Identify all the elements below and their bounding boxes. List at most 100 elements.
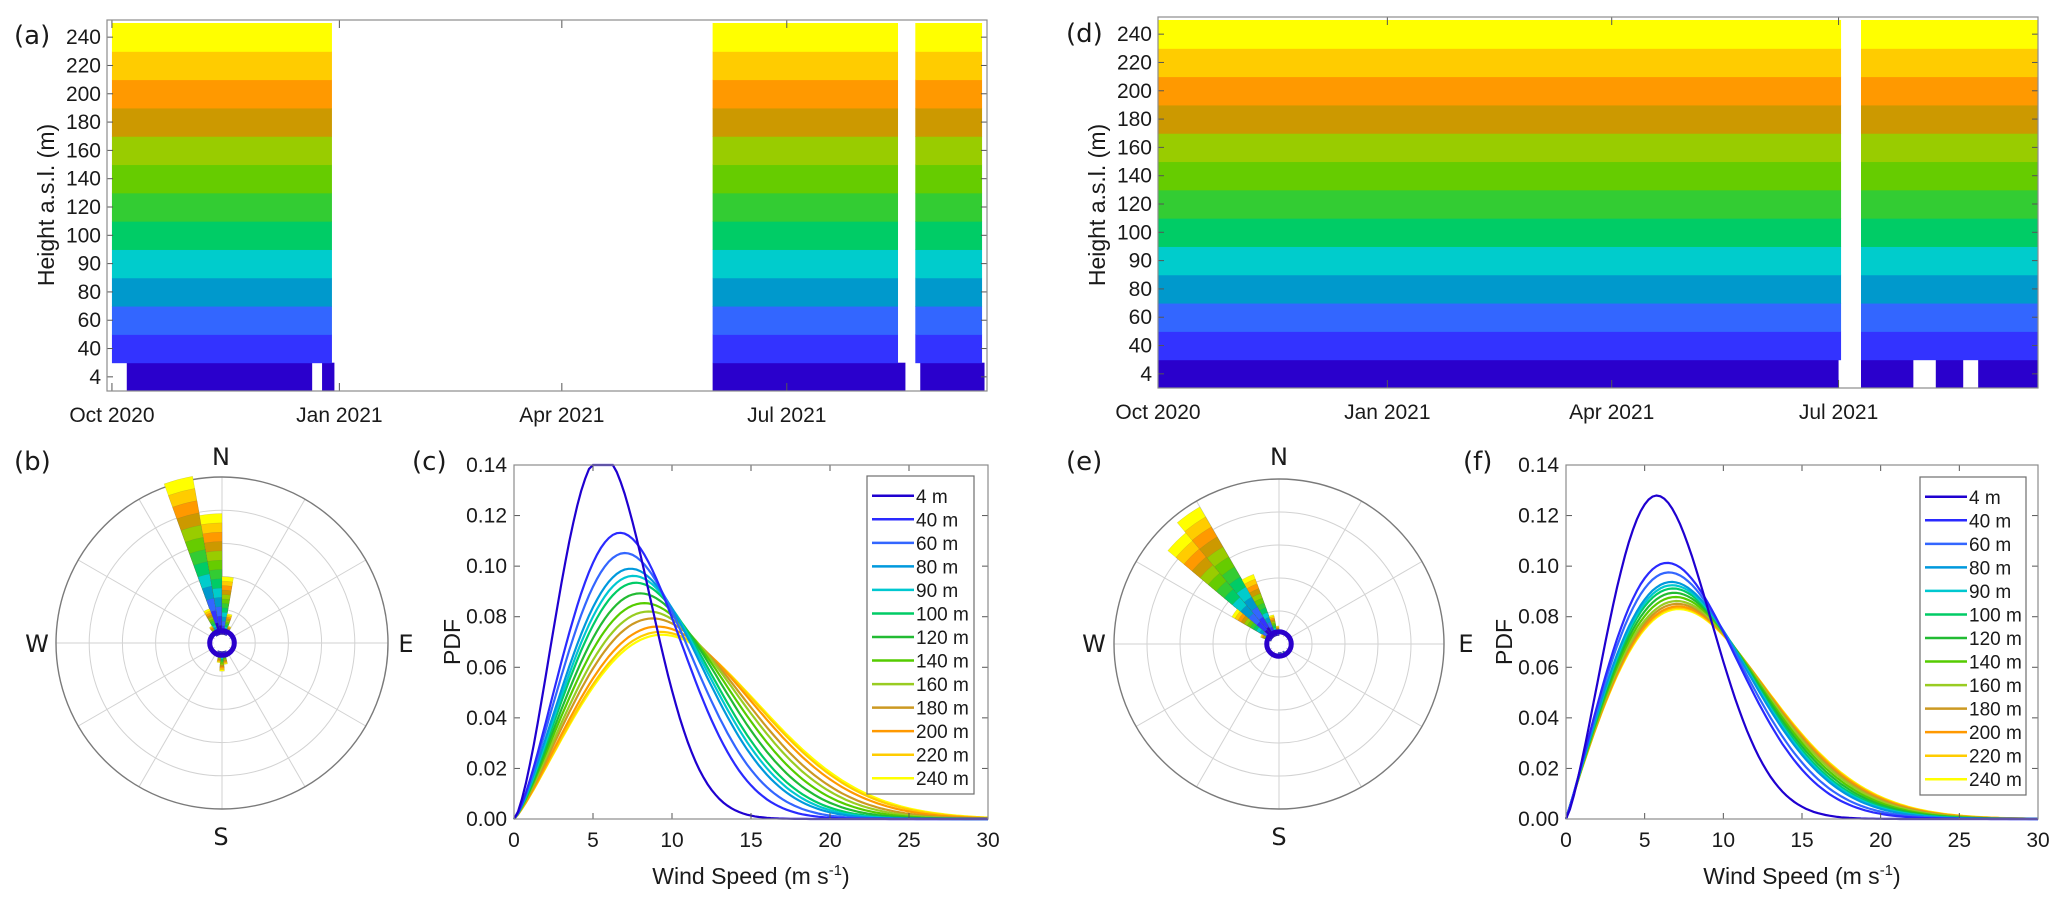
y-tick-label: 140 [66,168,101,191]
axis-frame [1565,464,2039,820]
y-tick-label: 4 [89,366,101,389]
availability-bar-200m [1861,76,2038,106]
y-tick-label: 80 [1129,278,1152,301]
panel-c-pdf: (c) 0 5 10 15 20 25 30 0.00 0.02 0.04 0.06 0.08 0.10… [412,447,1000,889]
x-tick-label: 10 [660,829,683,852]
rose-spoke [1278,500,1362,645]
legend-box [1919,476,2027,796]
x-axis-title-end: ) [842,863,850,889]
x-tick-label: 30 [976,829,999,852]
x-tick-labels: Oct 2020 Jan 2021 Apr 2021 Jul 2021 [69,20,826,427]
x-tick-label: Apr 2021 [519,404,604,427]
availability-bands [1158,20,2038,389]
rose-spoke [77,642,223,727]
availability-bar-160m [915,136,983,166]
availability-bar-90m [111,249,332,279]
availability-bar-4m [322,362,335,392]
y-tick-label: 140 [1117,165,1152,188]
availability-bar-80m [712,277,899,307]
compass-south-label: S [213,823,228,851]
axis-frame [106,19,988,392]
pdf-line-200m [513,625,989,820]
rose-spoke [1135,643,1280,727]
availability-bar-80m [1861,274,2038,304]
availability-bands [111,23,985,392]
rose-ring [1179,544,1379,744]
availability-bar-90m [1158,246,1842,276]
legend-label: 140 m [916,652,969,673]
availability-bar-90m [915,249,983,279]
legend-label: 220 m [916,746,969,767]
x-tick-label: 25 [1948,829,1971,852]
x-axis-title-end: ) [1893,863,1901,889]
availability-bar-160m [712,136,899,166]
x-tick-label: Jul 2021 [1799,401,1878,424]
availability-bar-100m [712,221,899,250]
y-tick-label: 220 [1117,51,1152,74]
legend-label: 40 m [1969,511,2011,532]
y-axis-title: Height a.s.l. (m) [1084,124,1110,286]
legend-label: 60 m [1969,535,2011,556]
availability-bar-140m [915,164,983,194]
legend-box [866,475,975,795]
x-tick-label: 10 [1712,829,1735,852]
compass-north-label: N [212,443,230,471]
availability-bar-220m [1158,48,1842,78]
y-tick-label: 100 [66,224,101,247]
rose-spoke [1196,643,1280,788]
x-tick-label: 20 [818,829,841,852]
compass-south-label: S [1271,823,1286,851]
availability-bar-40m [915,334,983,364]
availability-bar-220m [111,51,332,81]
rose-ring [1245,610,1313,678]
availability-bar-4m [1861,359,1914,389]
availability-bar-200m [1158,76,1842,106]
y-tick-label: 0.12 [1518,505,1559,528]
y-tick-label: 240 [1117,23,1152,46]
y-tick-label: 0.08 [466,606,507,629]
availability-bar-80m [111,277,332,307]
rose-spoke [221,559,367,644]
y-tick-label: 120 [1117,193,1152,216]
availability-bar-220m [915,51,983,81]
y-tick-label: 0.04 [466,707,507,730]
availability-bar-60m [1861,303,2038,332]
x-axis-title-superscript: -1 [829,862,842,879]
legend-label: 240 m [1969,770,2022,791]
rose-outer-ring [55,476,389,810]
availability-bar-4m [1978,359,2038,389]
availability-bar-180m [111,107,332,137]
legend-label: 180 m [916,699,969,720]
compass-east-label: E [1458,630,1473,658]
availability-bar-140m [712,164,899,194]
availability-bar-160m [1861,133,2038,163]
y-tick-label: 40 [78,338,101,361]
x-axis-title-text: Wind Speed (m s [1703,863,1879,889]
rose-center [1270,635,1288,653]
x-tick-label: 0 [508,829,520,852]
y-tick-label: 90 [1129,250,1152,273]
y-tick-label: 0.12 [466,505,507,528]
x-tick-label: 5 [1639,829,1651,852]
legend-label: 60 m [916,534,958,555]
rose-spoke [1278,561,1423,645]
x-axis-title: Wind Speed (m s-1) [1703,862,1900,889]
legend-label: 240 m [916,769,969,790]
availability-bar-200m [915,79,983,109]
availability-bar-80m [915,277,983,307]
legend-label: 140 m [1969,653,2022,674]
y-tick-label: 4 [1140,363,1152,386]
availability-bar-40m [712,334,899,364]
legend-label: 180 m [1969,700,2022,721]
rose-spoke [138,642,223,788]
axis-frame [513,464,989,820]
availability-bar-120m [712,192,899,222]
availability-bar-120m [1861,189,2038,219]
availability-bar-60m [1158,303,1842,332]
compass-east-label: E [398,630,413,658]
legend-label: 100 m [916,604,969,625]
legend-label: 220 m [1969,747,2022,768]
y-tick-label: 100 [1117,221,1152,244]
legend-label: 40 m [916,510,958,531]
